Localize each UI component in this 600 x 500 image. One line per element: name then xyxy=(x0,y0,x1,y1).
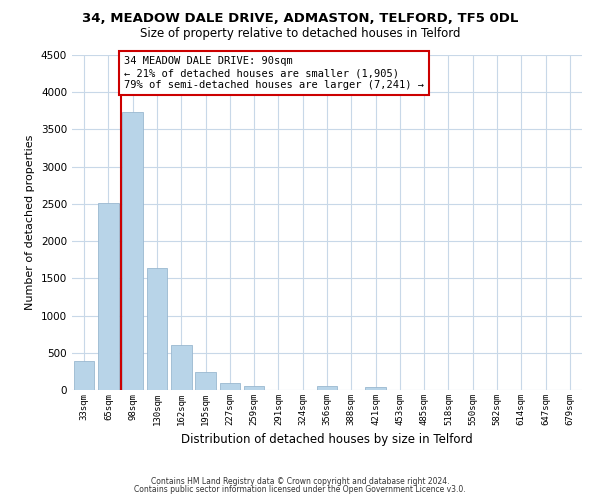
Bar xyxy=(244,386,265,390)
Text: Contains HM Land Registry data © Crown copyright and database right 2024.: Contains HM Land Registry data © Crown c… xyxy=(151,477,449,486)
Bar xyxy=(98,203,119,390)
Bar xyxy=(146,268,167,390)
Bar xyxy=(317,386,337,390)
Bar xyxy=(171,346,191,390)
Text: Size of property relative to detached houses in Telford: Size of property relative to detached ho… xyxy=(140,28,460,40)
Text: Contains public sector information licensed under the Open Government Licence v3: Contains public sector information licen… xyxy=(134,485,466,494)
Bar xyxy=(220,382,240,390)
Bar xyxy=(195,372,216,390)
Text: 34 MEADOW DALE DRIVE: 90sqm
← 21% of detached houses are smaller (1,905)
79% of : 34 MEADOW DALE DRIVE: 90sqm ← 21% of det… xyxy=(124,56,424,90)
Y-axis label: Number of detached properties: Number of detached properties xyxy=(25,135,35,310)
Bar xyxy=(122,112,143,390)
Bar xyxy=(365,387,386,390)
Bar xyxy=(74,361,94,390)
Text: 34, MEADOW DALE DRIVE, ADMASTON, TELFORD, TF5 0DL: 34, MEADOW DALE DRIVE, ADMASTON, TELFORD… xyxy=(82,12,518,26)
X-axis label: Distribution of detached houses by size in Telford: Distribution of detached houses by size … xyxy=(181,434,473,446)
